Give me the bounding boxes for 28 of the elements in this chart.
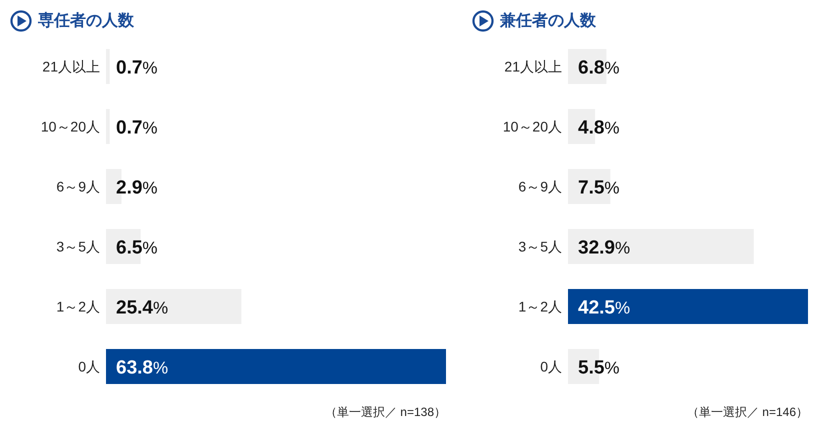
data-label: 0.7% bbox=[116, 57, 158, 78]
data-label: 63.8% bbox=[116, 357, 168, 378]
data-label: 25.4% bbox=[116, 297, 168, 318]
data-label: 42.5% bbox=[578, 297, 630, 318]
y-tick-label: 1～2人 bbox=[518, 298, 562, 314]
data-label: 6.8% bbox=[578, 57, 620, 78]
data-label: 5.5% bbox=[578, 357, 620, 378]
y-tick-label: 0人 bbox=[540, 358, 562, 374]
data-label: 6.5% bbox=[116, 237, 158, 258]
y-tick-label: 3～5人 bbox=[56, 238, 100, 254]
chart-title: 専任者の人数 bbox=[37, 12, 135, 30]
data-label: 2.9% bbox=[116, 177, 158, 198]
chart-title: 兼任者の人数 bbox=[499, 12, 597, 30]
y-tick-label: 10～20人 bbox=[502, 118, 562, 134]
y-tick-label: 3～5人 bbox=[518, 238, 562, 254]
data-label: 32.9% bbox=[578, 237, 630, 258]
y-tick-label: 1～2人 bbox=[56, 298, 100, 314]
y-tick-label: 6～9人 bbox=[56, 178, 100, 194]
y-tick-label: 21人以上 bbox=[504, 58, 562, 74]
y-tick-label: 21人以上 bbox=[42, 58, 100, 74]
data-label: 7.5% bbox=[578, 177, 620, 198]
y-tick-label: 10～20人 bbox=[40, 118, 100, 134]
text: （単一選択／ n=138） bbox=[324, 405, 446, 419]
y-tick-label: 0人 bbox=[78, 358, 100, 374]
data-label: 4.8% bbox=[578, 117, 620, 138]
y-tick-label: 6～9人 bbox=[518, 178, 562, 194]
text: （単一選択／ n=146） bbox=[686, 405, 808, 419]
data-label: 0.7% bbox=[116, 117, 158, 138]
